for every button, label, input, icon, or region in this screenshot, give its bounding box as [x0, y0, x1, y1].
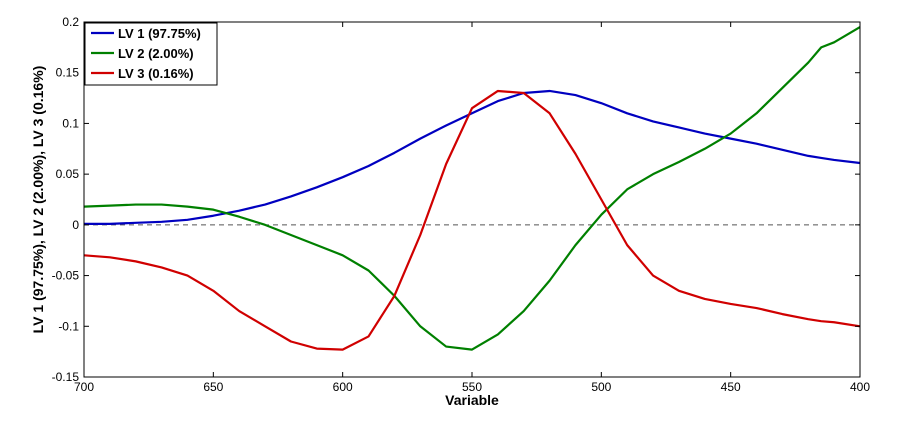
series-line-1	[84, 89, 861, 225]
x-tick-label: 700	[74, 380, 94, 394]
x-tick-label: 400	[850, 380, 870, 394]
y-tick-label: -0.15	[52, 370, 80, 384]
legend-label-lv1: LV 1 (97.75%)	[118, 26, 201, 41]
y-tick-label: 0.2	[62, 15, 79, 29]
y-tick-label: 0.1	[62, 116, 79, 130]
legend-label-lv3: LV 3 (0.16%)	[118, 66, 194, 81]
series-line-3	[83, 89, 861, 351]
y-axis-title: LV 1 (97.75%), LV 2 (2.00%), LV 3 (0.16%…	[30, 66, 46, 334]
y-tick-label: -0.05	[52, 269, 80, 283]
x-tick-label: 500	[591, 380, 611, 394]
y-tick-label: 0.05	[56, 167, 80, 181]
legend-label-lv2: LV 2 (2.00%)	[118, 46, 194, 61]
series-line-2	[83, 26, 861, 351]
x-tick-label: 550	[462, 380, 482, 394]
series-layer	[83, 26, 861, 351]
x-tick-label: 650	[203, 380, 223, 394]
x-tick-label: 600	[333, 380, 353, 394]
x-axis-title: Variable	[445, 392, 499, 408]
y-tick-label: 0	[72, 218, 79, 232]
x-axis-ticks: 700 650 600 550 500 450 400	[74, 22, 870, 394]
y-tick-label: -0.1	[58, 319, 79, 333]
y-tick-label: 0.15	[56, 66, 80, 80]
x-tick-label: 450	[721, 380, 741, 394]
legend: LV 1 (97.75%) LV 2 (2.00%) LV 3 (0.16%)	[84, 22, 218, 86]
y-axis-ticks: 0.2 0.15 0.1 0.05 0 -0.05 -0.1 -0.15	[52, 15, 860, 384]
